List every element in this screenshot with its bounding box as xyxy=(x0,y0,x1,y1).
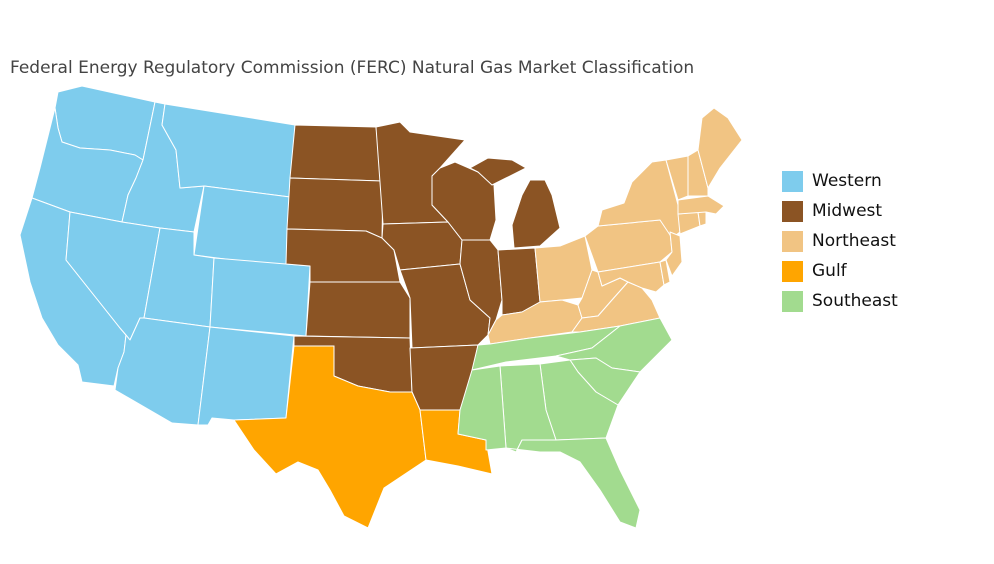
state-massachusetts[interactable] xyxy=(677,195,725,215)
legend-item-western[interactable]: Western xyxy=(782,166,898,196)
state-wisconsin[interactable] xyxy=(431,161,497,241)
legend-label: Southeast xyxy=(812,291,898,311)
legend-swatch xyxy=(782,260,803,282)
legend-swatch xyxy=(782,290,803,312)
state-florida[interactable] xyxy=(505,437,641,529)
state-new-jersey[interactable] xyxy=(665,231,683,277)
legend-item-southeast[interactable]: Southeast xyxy=(782,286,898,316)
state-new-hampshire[interactable] xyxy=(687,149,709,197)
state-kansas[interactable] xyxy=(305,281,411,339)
legend-label: Gulf xyxy=(812,261,847,281)
legend-swatch xyxy=(782,170,803,192)
state-rhode-island[interactable] xyxy=(697,211,707,227)
state-colorado[interactable] xyxy=(209,257,311,337)
legend-label: Northeast xyxy=(812,231,896,251)
state-mississippi[interactable] xyxy=(457,365,507,451)
state-ohio[interactable] xyxy=(534,235,593,303)
state-michigan[interactable] xyxy=(469,157,561,249)
legend-swatch xyxy=(782,200,803,222)
legend: Western Midwest Northeast Gulf Southeast xyxy=(782,166,898,316)
state-delaware[interactable] xyxy=(659,259,671,286)
legend-swatch xyxy=(782,230,803,252)
state-wyoming[interactable] xyxy=(193,185,291,268)
legend-item-northeast[interactable]: Northeast xyxy=(782,226,898,256)
legend-item-midwest[interactable]: Midwest xyxy=(782,196,898,226)
map-title: Federal Energy Regulatory Commission (FE… xyxy=(10,58,695,78)
state-texas[interactable] xyxy=(233,345,427,529)
state-montana[interactable] xyxy=(161,103,296,198)
state-new-mexico[interactable] xyxy=(197,326,295,426)
legend-label: Western xyxy=(812,171,882,191)
state-connecticut[interactable] xyxy=(677,211,701,235)
legend-item-gulf[interactable]: Gulf xyxy=(782,256,898,286)
state-maine[interactable] xyxy=(697,107,743,189)
state-north-dakota[interactable] xyxy=(289,124,384,182)
legend-label: Midwest xyxy=(812,201,883,221)
